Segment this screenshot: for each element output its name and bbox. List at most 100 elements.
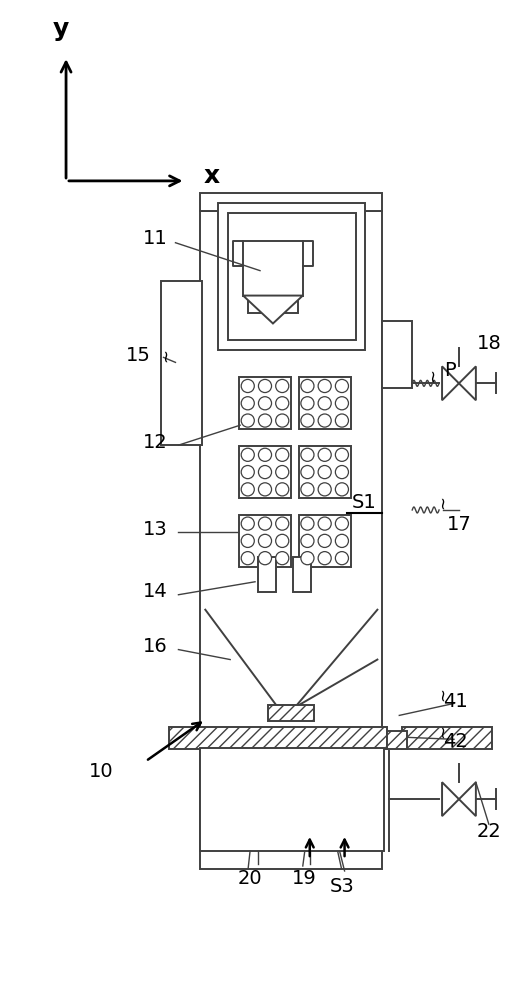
Circle shape: [318, 397, 331, 410]
Circle shape: [335, 534, 348, 547]
Circle shape: [301, 483, 314, 496]
Circle shape: [276, 517, 289, 530]
Bar: [200, 193, 383, 211]
Circle shape: [318, 483, 331, 496]
Text: ~: ~: [434, 724, 452, 738]
Text: 16: 16: [143, 637, 168, 656]
Bar: [299, 377, 350, 429]
Circle shape: [301, 517, 314, 530]
Text: 22: 22: [476, 822, 501, 841]
Circle shape: [276, 466, 289, 479]
Circle shape: [241, 534, 255, 547]
Text: ~: ~: [434, 687, 452, 701]
Text: P: P: [444, 361, 456, 380]
Circle shape: [258, 552, 271, 565]
Circle shape: [241, 552, 255, 565]
Bar: [218, 203, 365, 350]
Bar: [161, 281, 202, 445]
Circle shape: [276, 397, 289, 410]
Circle shape: [258, 483, 271, 496]
Circle shape: [335, 466, 348, 479]
Text: 15: 15: [126, 346, 151, 365]
Text: 18: 18: [476, 334, 501, 353]
Circle shape: [258, 448, 271, 461]
Circle shape: [276, 448, 289, 461]
Circle shape: [241, 517, 255, 530]
Text: x: x: [203, 164, 219, 188]
Circle shape: [258, 397, 271, 410]
Bar: [387, 731, 407, 749]
Circle shape: [301, 534, 314, 547]
Bar: [200, 748, 384, 851]
Circle shape: [241, 466, 255, 479]
Bar: [239, 377, 291, 429]
Circle shape: [258, 379, 271, 393]
Circle shape: [335, 517, 348, 530]
Circle shape: [258, 414, 271, 427]
Circle shape: [276, 552, 289, 565]
Circle shape: [318, 448, 331, 461]
Circle shape: [318, 466, 331, 479]
Polygon shape: [243, 296, 303, 323]
Bar: [293, 557, 311, 592]
Circle shape: [335, 448, 348, 461]
Circle shape: [301, 552, 314, 565]
Circle shape: [258, 517, 271, 530]
Polygon shape: [442, 366, 459, 400]
Polygon shape: [459, 782, 476, 816]
Circle shape: [318, 517, 331, 530]
Bar: [299, 446, 350, 498]
Bar: [248, 299, 298, 313]
Text: 10: 10: [89, 762, 113, 781]
Circle shape: [301, 414, 314, 427]
Circle shape: [276, 534, 289, 547]
Text: 19: 19: [291, 869, 316, 888]
Circle shape: [241, 414, 255, 427]
Circle shape: [276, 483, 289, 496]
Text: y: y: [53, 17, 69, 41]
Circle shape: [276, 379, 289, 393]
Bar: [299, 515, 350, 567]
Text: 12: 12: [143, 433, 168, 452]
Text: 42: 42: [443, 732, 467, 751]
Circle shape: [258, 466, 271, 479]
Bar: [402, 727, 492, 749]
Text: ~: ~: [434, 495, 452, 509]
Circle shape: [318, 414, 331, 427]
Text: S3: S3: [330, 877, 355, 896]
Bar: [228, 213, 356, 340]
Bar: [383, 320, 412, 388]
Circle shape: [301, 397, 314, 410]
Circle shape: [335, 397, 348, 410]
Circle shape: [301, 448, 314, 461]
Polygon shape: [442, 782, 459, 816]
Circle shape: [258, 534, 271, 547]
Text: 41: 41: [443, 692, 467, 711]
Text: 14: 14: [143, 582, 168, 601]
Text: 17: 17: [446, 515, 471, 534]
Circle shape: [241, 379, 255, 393]
Circle shape: [335, 414, 348, 427]
Circle shape: [241, 448, 255, 461]
Circle shape: [301, 379, 314, 393]
Polygon shape: [459, 366, 476, 400]
Bar: [258, 557, 276, 592]
Bar: [169, 727, 387, 749]
Circle shape: [335, 483, 348, 496]
Circle shape: [318, 552, 331, 565]
Text: ~: ~: [424, 368, 442, 382]
Bar: [239, 446, 291, 498]
Text: ~: ~: [157, 348, 174, 362]
Text: 20: 20: [238, 869, 262, 888]
Bar: [239, 515, 291, 567]
Bar: [243, 241, 303, 296]
Circle shape: [301, 466, 314, 479]
Bar: [200, 211, 383, 869]
Circle shape: [276, 414, 289, 427]
Circle shape: [241, 483, 255, 496]
Text: 11: 11: [143, 229, 168, 248]
Text: S1: S1: [352, 493, 377, 512]
Circle shape: [241, 397, 255, 410]
Circle shape: [318, 534, 331, 547]
Bar: [268, 705, 314, 721]
